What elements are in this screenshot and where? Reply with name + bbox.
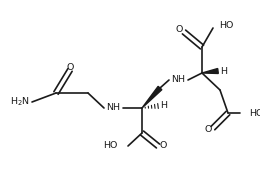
Text: H: H	[220, 66, 227, 76]
Text: H$_2$N: H$_2$N	[10, 96, 30, 108]
Text: NH: NH	[171, 76, 185, 84]
Polygon shape	[142, 86, 162, 108]
Polygon shape	[202, 68, 218, 74]
Text: HO: HO	[104, 141, 118, 151]
Text: O: O	[205, 126, 212, 135]
Text: HO: HO	[219, 21, 233, 30]
Text: O: O	[176, 25, 183, 33]
Text: H: H	[160, 102, 167, 111]
Text: NH: NH	[106, 103, 120, 113]
Text: O: O	[159, 140, 166, 150]
Text: O: O	[66, 63, 74, 71]
Text: HO: HO	[249, 108, 260, 117]
